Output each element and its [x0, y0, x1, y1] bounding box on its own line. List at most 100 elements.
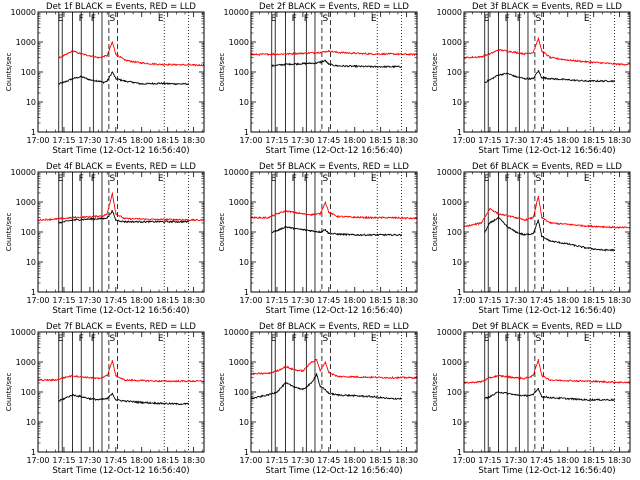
y-tick-label: 1 — [244, 128, 249, 137]
data-point — [111, 210, 113, 212]
data-point — [537, 219, 540, 221]
lld-series-line — [250, 201, 418, 220]
data-point — [158, 82, 160, 84]
data-point — [80, 376, 82, 378]
data-point — [132, 61, 134, 63]
x-tick-label: 18:15 — [582, 136, 605, 145]
data-point — [549, 57, 552, 59]
data-point — [400, 66, 402, 68]
lld-series-line — [250, 49, 418, 57]
x-tick-label: 17:45 — [104, 456, 127, 465]
data-point — [175, 83, 177, 85]
data-point — [541, 396, 543, 398]
data-point — [319, 51, 321, 54]
phase-marker-label: E — [371, 14, 377, 24]
x-tick-label: 17:30 — [504, 456, 527, 465]
y-tick-label: 100 — [21, 228, 36, 237]
data-point — [106, 375, 108, 377]
data-point — [489, 222, 491, 224]
data-point — [141, 62, 143, 64]
phase-marker-label: F — [79, 14, 84, 24]
y-tick-label: 10 — [26, 258, 36, 267]
data-point — [72, 50, 74, 52]
y-tick-label: 1000 — [229, 38, 249, 47]
phase-marker-label: E — [58, 14, 64, 24]
data-point — [388, 217, 390, 219]
data-point — [187, 221, 189, 223]
data-point — [316, 373, 318, 375]
data-point — [72, 375, 74, 377]
x-tick-label: 18:15 — [369, 456, 392, 465]
phase-marker-label: S — [535, 334, 541, 344]
x-axis-label: Start Time (12-Oct-12 16:56:40) — [265, 146, 402, 156]
x-tick-label: 18:15 — [582, 456, 605, 465]
y-tick-label: 10000 — [224, 8, 249, 17]
data-point — [106, 398, 108, 400]
y-tick-label: 10000 — [437, 328, 462, 337]
data-point — [141, 83, 143, 85]
events-series-line — [58, 209, 189, 224]
x-tick-label: 17:45 — [530, 296, 553, 305]
y-tick-label: 1 — [457, 128, 462, 137]
phase-marker-label: S — [322, 334, 328, 344]
data-point — [541, 375, 543, 377]
data-point — [175, 403, 177, 405]
data-point — [63, 81, 65, 83]
y-tick-label: 10000 — [437, 168, 462, 177]
data-point — [619, 63, 621, 65]
phase-marker-label: F — [304, 14, 309, 24]
data-point — [310, 382, 313, 384]
panel-2: Det 2f BLACK = Events, RED = LLD E F F S E 1 10… — [218, 2, 418, 156]
data-point — [97, 57, 100, 59]
data-point — [613, 249, 616, 251]
data-point — [285, 382, 287, 384]
data-point — [58, 400, 60, 402]
data-point — [324, 229, 326, 231]
x-axis-label: Start Time (12-Oct-12 16:56:40) — [478, 306, 615, 316]
y-axis-label: Counts/sec — [431, 213, 439, 252]
y-tick-label: 1 — [31, 448, 36, 457]
data-point — [80, 76, 82, 78]
data-point — [523, 234, 526, 236]
data-point — [187, 83, 189, 85]
data-point — [489, 79, 491, 81]
phase-marker-label: F — [505, 174, 510, 184]
data-point — [158, 380, 160, 382]
data-point — [584, 225, 586, 227]
data-point — [310, 361, 313, 363]
data-point — [267, 217, 269, 219]
data-point — [354, 216, 356, 218]
events-series-line — [484, 388, 615, 402]
plot-frame — [37, 331, 205, 453]
y-axis-label: Counts/sec — [5, 373, 13, 412]
data-point — [324, 361, 326, 363]
data-point — [103, 218, 105, 220]
data-point — [601, 226, 603, 228]
data-point — [484, 231, 486, 233]
y-tick-label: 1 — [244, 288, 249, 297]
data-point — [601, 249, 603, 251]
y-tick-label: 1000 — [16, 198, 36, 207]
data-point — [111, 71, 113, 73]
data-point — [115, 78, 117, 80]
data-point — [515, 51, 517, 54]
data-point — [601, 80, 603, 82]
data-point — [123, 218, 126, 220]
x-axis-label: Start Time (12-Oct-12 16:56:40) — [478, 466, 615, 476]
y-tick-label: 1000 — [442, 358, 462, 367]
plot-frame — [463, 11, 631, 133]
lld-series-line — [463, 36, 630, 66]
phase-marker-label: F — [292, 174, 297, 184]
lld-series-line — [58, 41, 205, 67]
data-point — [523, 395, 526, 397]
events-series-line — [271, 226, 402, 237]
y-tick-label: 100 — [21, 68, 36, 77]
lld-series-line — [37, 192, 205, 222]
x-tick-label: 17:45 — [530, 456, 553, 465]
data-point — [58, 222, 60, 224]
data-point — [541, 236, 543, 238]
data-point — [584, 399, 586, 401]
data-point — [613, 399, 616, 401]
data-point — [549, 379, 552, 381]
data-point — [371, 217, 373, 219]
